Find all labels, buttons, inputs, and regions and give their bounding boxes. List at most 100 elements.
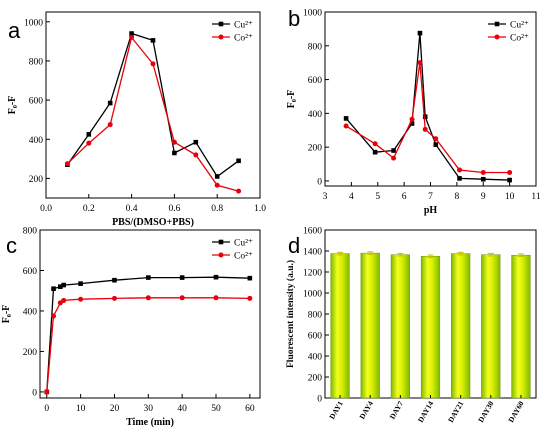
x-tick-label: 1.0 (254, 204, 266, 214)
data-point (417, 30, 423, 36)
x-axis-title: PBS/(DMSO+PBS) (112, 217, 194, 228)
y-tick-label: 400 (29, 136, 44, 146)
bar (511, 254, 531, 399)
data-point (78, 281, 83, 286)
legend-marker (218, 21, 224, 27)
x-tick-label: DAY1 (327, 399, 345, 420)
bar (481, 254, 501, 399)
data-point (247, 275, 253, 281)
data-point (107, 122, 113, 128)
bar (330, 253, 350, 399)
data-point (372, 141, 378, 147)
x-tick-label: 0.0 (40, 204, 52, 214)
y-tick-label: 200 (308, 144, 323, 154)
data-point (51, 313, 57, 319)
data-point (214, 174, 220, 179)
data-point (422, 126, 428, 132)
x-tick-label: 0.8 (211, 204, 223, 214)
plot-frame (324, 11, 537, 187)
bar (420, 256, 441, 399)
data-point (179, 275, 185, 280)
panel-letter: a (8, 18, 21, 43)
data-point (457, 176, 462, 181)
legend-marker (218, 252, 224, 258)
x-tick-label: 4 (349, 192, 354, 202)
data-point (78, 296, 84, 302)
data-point (146, 275, 151, 280)
data-point (422, 114, 428, 120)
y-tick-label: 400 (23, 307, 38, 317)
x-tick-label: DAY21 (446, 399, 465, 424)
x-tick-label: DAY30 (476, 399, 495, 424)
x-tick-label: 50 (211, 404, 221, 414)
legend-label: Co²⁺ (234, 34, 253, 44)
x-tick-label: 10 (76, 404, 86, 414)
data-point (193, 139, 199, 145)
x-tick-label: 3 (323, 192, 328, 202)
y-tick-label: 200 (23, 348, 38, 358)
y-tick-label: 400 (308, 110, 323, 120)
bar (390, 254, 410, 399)
x-tick-label: 0.2 (83, 204, 95, 214)
panel-d: 0 200 400 600 800 1000 1200 1400 1600 DAY1 DAY4 DAY… (285, 227, 537, 424)
series-line-co (66, 36, 239, 192)
data-point (409, 121, 415, 126)
data-point (480, 169, 486, 175)
y-tick-label: 600 (308, 76, 323, 86)
data-point (86, 132, 92, 137)
y-tick-label: 800 (23, 227, 38, 237)
y-tick-label: 600 (308, 332, 323, 342)
x-tick-label: 11 (531, 192, 540, 202)
y-tick-label: 1200 (303, 269, 322, 279)
series-line-cu (46, 276, 250, 392)
data-point (150, 61, 156, 67)
data-point (236, 158, 241, 164)
data-point (372, 149, 378, 155)
data-point (64, 161, 70, 167)
data-point (179, 295, 185, 301)
panel-letter: d (288, 233, 300, 258)
series-line-cu (66, 32, 239, 178)
x-tick-label: DAY4 (357, 399, 375, 420)
x-tick-label: 0.4 (126, 204, 138, 214)
data-point (507, 177, 512, 183)
y-axis-title: Fluorescent intensity (a.u.) (285, 260, 296, 368)
data-point (213, 274, 219, 280)
plot-frame (45, 11, 261, 199)
series-line-co (46, 297, 250, 392)
legend-label: Cu²⁺ (234, 21, 253, 31)
x-tick-label: 20 (110, 404, 120, 414)
data-point (172, 150, 177, 156)
y-tick-label: 200 (29, 175, 44, 185)
y-tick-label: 1400 (303, 248, 322, 258)
data-point (214, 182, 220, 188)
data-point (129, 31, 134, 36)
panel-b: 3 4 5 6 7 8 9 10 11 0 200 400 600 800 1000 pH F₀-F Cu²⁺ Co… (286, 6, 541, 216)
y-axis-title: F₀-F (1, 305, 12, 324)
data-point (433, 142, 439, 147)
plot-frame (39, 229, 261, 399)
x-tick-label: 0 (44, 404, 49, 414)
data-point (247, 295, 253, 301)
data-point (145, 295, 151, 301)
y-tick-label: 1000 (24, 18, 43, 28)
x-tick-label: 7 (428, 192, 433, 202)
data-point (236, 188, 242, 194)
legend-marker (494, 21, 500, 27)
legend-label: Cu²⁺ (234, 239, 253, 249)
data-point (213, 295, 219, 301)
x-axis-title: pH (424, 205, 438, 216)
data-point (111, 295, 117, 301)
bar (451, 253, 471, 399)
y-axis-title: F₀-F (7, 96, 18, 115)
bar (360, 252, 380, 399)
panel-a: 0.0 0.2 0.4 0.6 0.8 1.0 200 400 600 800 1000 PBS/(D… (7, 11, 266, 228)
data-point (86, 140, 92, 146)
legend-label: Co²⁺ (234, 252, 253, 262)
data-point (61, 297, 67, 303)
data-point (150, 38, 156, 43)
data-point (507, 169, 513, 175)
x-tick-label: DAY14 (416, 399, 435, 424)
data-point (457, 167, 463, 173)
